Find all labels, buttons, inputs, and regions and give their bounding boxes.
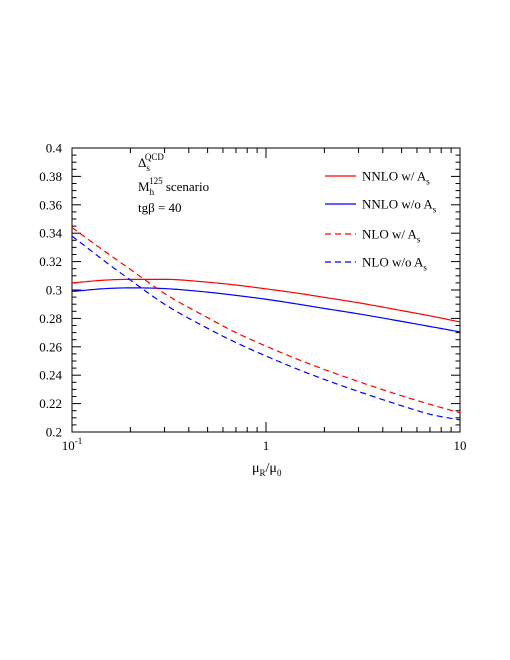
legend-label-1: NNLO w/o As [362, 197, 437, 215]
x-tick-label: 10 [454, 438, 467, 453]
legend-label-3: NLO w/o As [362, 255, 427, 273]
y-tick-label: 0.4 [46, 141, 63, 156]
y-tick-label: 0.22 [39, 396, 62, 411]
y-tick-label: 0.28 [39, 311, 62, 326]
y-tick-labels: 0.2 0.22 0.24 0.26 0.28 0.3 0.32 0.34 0.36 0.38 0.… [39, 141, 62, 440]
annotation-line1: ΔsQCD [138, 152, 164, 173]
series-line-3 [71, 235, 461, 421]
axis-ticks [71, 147, 460, 433]
x-tick-label: 10-1 [62, 436, 83, 453]
x-tick-label: 1 [263, 438, 270, 453]
legend-label-0: NNLO w/ As [362, 169, 430, 187]
series-line-1 [71, 287, 461, 333]
x-tick-labels: 10-1 1 10 [62, 436, 467, 453]
y-tick-label: 0.32 [39, 254, 62, 269]
x-axis-label: μR/μ0 [252, 461, 282, 478]
y-tick-label: 0.26 [39, 339, 62, 354]
series-line-0 [71, 278, 461, 323]
y-tick-label: 0.24 [39, 368, 62, 383]
y-tick-label: 0.34 [39, 226, 62, 241]
plot-frame [71, 147, 461, 433]
series-lines [71, 227, 461, 421]
annotation: ΔsQCD Mh125 scenario tgβ = 40 [138, 152, 209, 215]
y-tick-label: 0.36 [39, 197, 62, 212]
y-tick-label: 0.3 [46, 283, 62, 298]
legend: NNLO w/ As NNLO w/o As NLO w/ As NLO w/o As [325, 169, 437, 273]
y-tick-label: 0.2 [46, 425, 62, 440]
annotation-line2: Mh125 scenario [138, 176, 209, 197]
series-line-2 [71, 227, 461, 414]
y-tick-label: 0.38 [39, 169, 62, 184]
legend-label-2: NLO w/ As [362, 227, 421, 245]
annotation-line3: tgβ = 40 [138, 200, 182, 215]
